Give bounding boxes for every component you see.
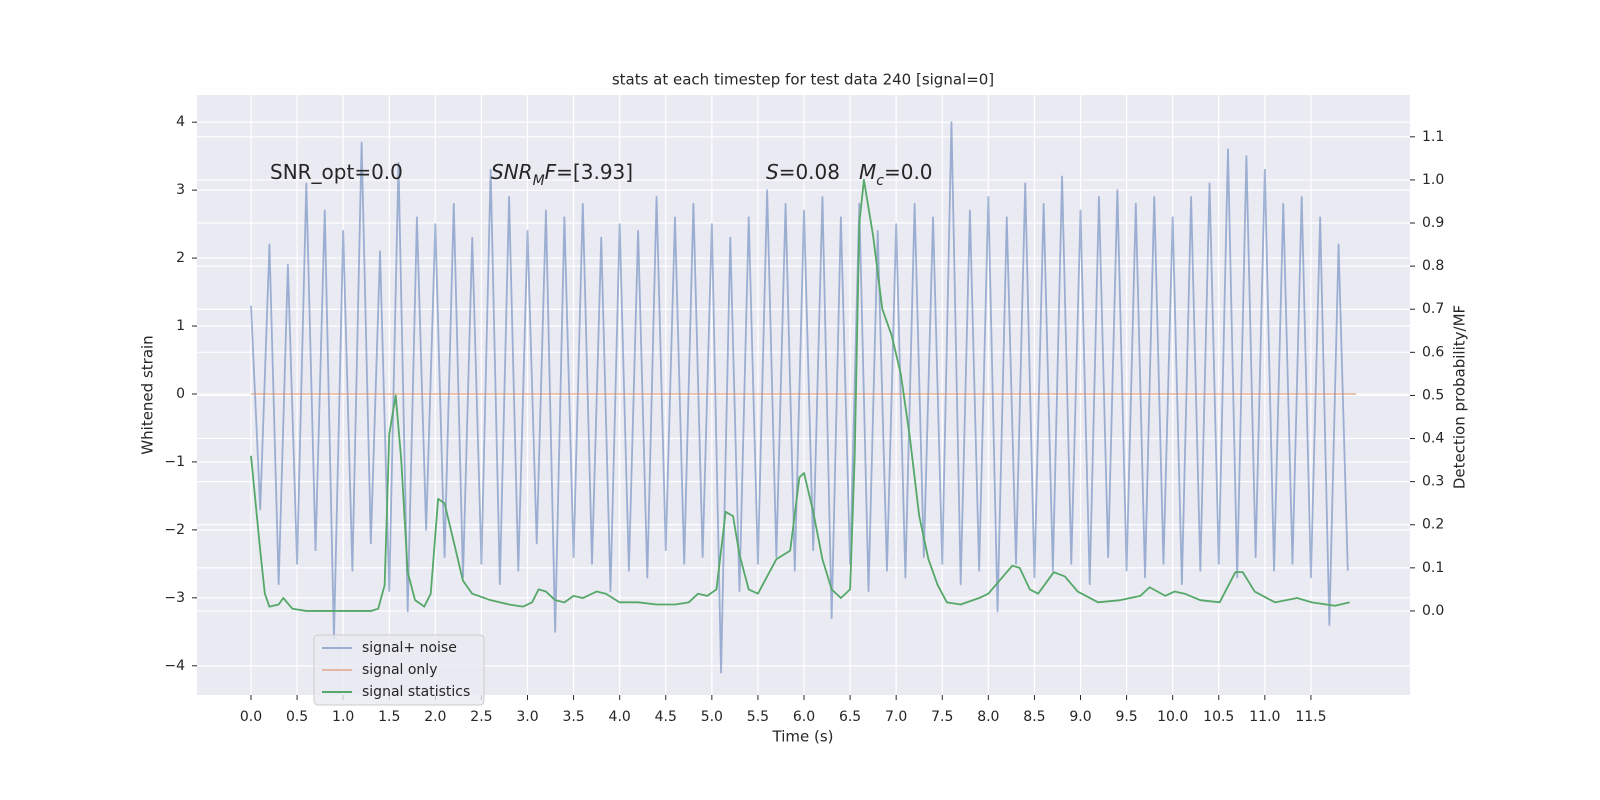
y2-tick-label: 0.2	[1422, 517, 1444, 533]
labels: stats at each timestep for test data 240…	[139, 71, 1469, 746]
legend-label: signal only	[362, 662, 437, 678]
y-axis-label: Whitened strain	[139, 335, 157, 454]
x-tick-label: 1.0	[332, 709, 354, 725]
x-axis-label: Time (s)	[772, 728, 834, 746]
annotation-part: =0.08	[779, 160, 840, 184]
series-line	[250, 121, 1349, 674]
x-tick-label: 3.0	[516, 709, 538, 725]
y-tick-label: −4	[164, 658, 185, 674]
x-tick-label: 5.5	[747, 709, 769, 725]
annotation-part: =0.0	[884, 160, 933, 184]
annotation: SNR_opt=0.0	[270, 160, 403, 184]
x-tick-label: 11.5	[1295, 709, 1326, 725]
x-tick-label: 5.0	[701, 709, 723, 725]
x-tick-label: 0.0	[240, 709, 262, 725]
y-tick-label: 1	[176, 318, 185, 334]
annotation-part: M	[859, 160, 876, 184]
x-tick-label: 10.5	[1203, 709, 1234, 725]
y2-tick-label: 0.1	[1422, 560, 1444, 576]
legend: signal+ noise signal only signal statistic…	[313, 634, 485, 706]
annotation: S=0.08	[766, 160, 840, 184]
annotation: SNRMF=[3.93]	[491, 160, 633, 190]
y2-tick-label: 1.0	[1422, 172, 1444, 188]
annotation-part: S	[766, 160, 779, 184]
y2-tick-label: 0.5	[1422, 387, 1444, 403]
y2-tick-label: 1.1	[1422, 129, 1444, 145]
x-tick-label: 3.5	[562, 709, 584, 725]
annotation-part: SNR	[491, 160, 533, 184]
annotation-part: SNR_opt=0.0	[270, 160, 403, 184]
x-tick-label: 2.0	[424, 709, 446, 725]
annotation-part: =[3.93]	[556, 160, 633, 184]
y-tick-label: −1	[164, 454, 185, 470]
marks	[250, 121, 1357, 674]
x-tick-label: 4.0	[609, 709, 631, 725]
annotation-part: M	[533, 173, 545, 189]
y2-tick-label: 0.8	[1422, 258, 1444, 274]
x-tick-label: 1.5	[378, 709, 400, 725]
y2-tick-label: 0.0	[1422, 603, 1444, 619]
x-tick-label: 10.0	[1157, 709, 1188, 725]
annotation-part: F	[545, 160, 557, 184]
y-tick-label: 4	[176, 114, 185, 130]
x-tick-label: 8.0	[977, 709, 999, 725]
y-tick-label: 0	[176, 386, 185, 402]
legend-label: signal statistics	[362, 684, 470, 700]
x-tick-label: 9.5	[1115, 709, 1137, 725]
legend-box	[313, 634, 485, 706]
legend-label: signal+ noise	[362, 640, 457, 656]
x-tick-label: 11.0	[1249, 709, 1280, 725]
x-tick-label: 7.0	[885, 709, 907, 725]
y2-tick-label: 0.3	[1422, 474, 1444, 490]
x-tick-label: 6.5	[839, 709, 861, 725]
y-tick-label: −3	[164, 590, 185, 606]
x-tick-label: 2.5	[470, 709, 492, 725]
x-tick-label: 8.5	[1023, 709, 1045, 725]
y2-tick-label: 0.4	[1422, 431, 1444, 447]
chart-title: stats at each timestep for test data 240…	[612, 71, 994, 89]
series-line	[250, 179, 1350, 612]
y-tick-label: 3	[176, 182, 185, 198]
y2-tick-label: 0.6	[1422, 344, 1444, 360]
y-tick-label: 2	[176, 250, 185, 266]
x-tick-label: 0.5	[286, 709, 308, 725]
y-tick-label: −2	[164, 522, 185, 538]
y2-tick-label: 0.7	[1422, 301, 1444, 317]
y2-tick-label: 0.9	[1422, 215, 1444, 231]
y2-axis-label: Detection probability/MF	[1451, 305, 1469, 489]
x-tick-label: 7.5	[931, 709, 953, 725]
x-tick-label: 6.0	[793, 709, 815, 725]
annotation: Mc=0.0	[859, 160, 933, 190]
annotation-part: c	[876, 173, 884, 189]
x-tick-label: 9.0	[1069, 709, 1091, 725]
x-tick-label: 4.5	[655, 709, 677, 725]
